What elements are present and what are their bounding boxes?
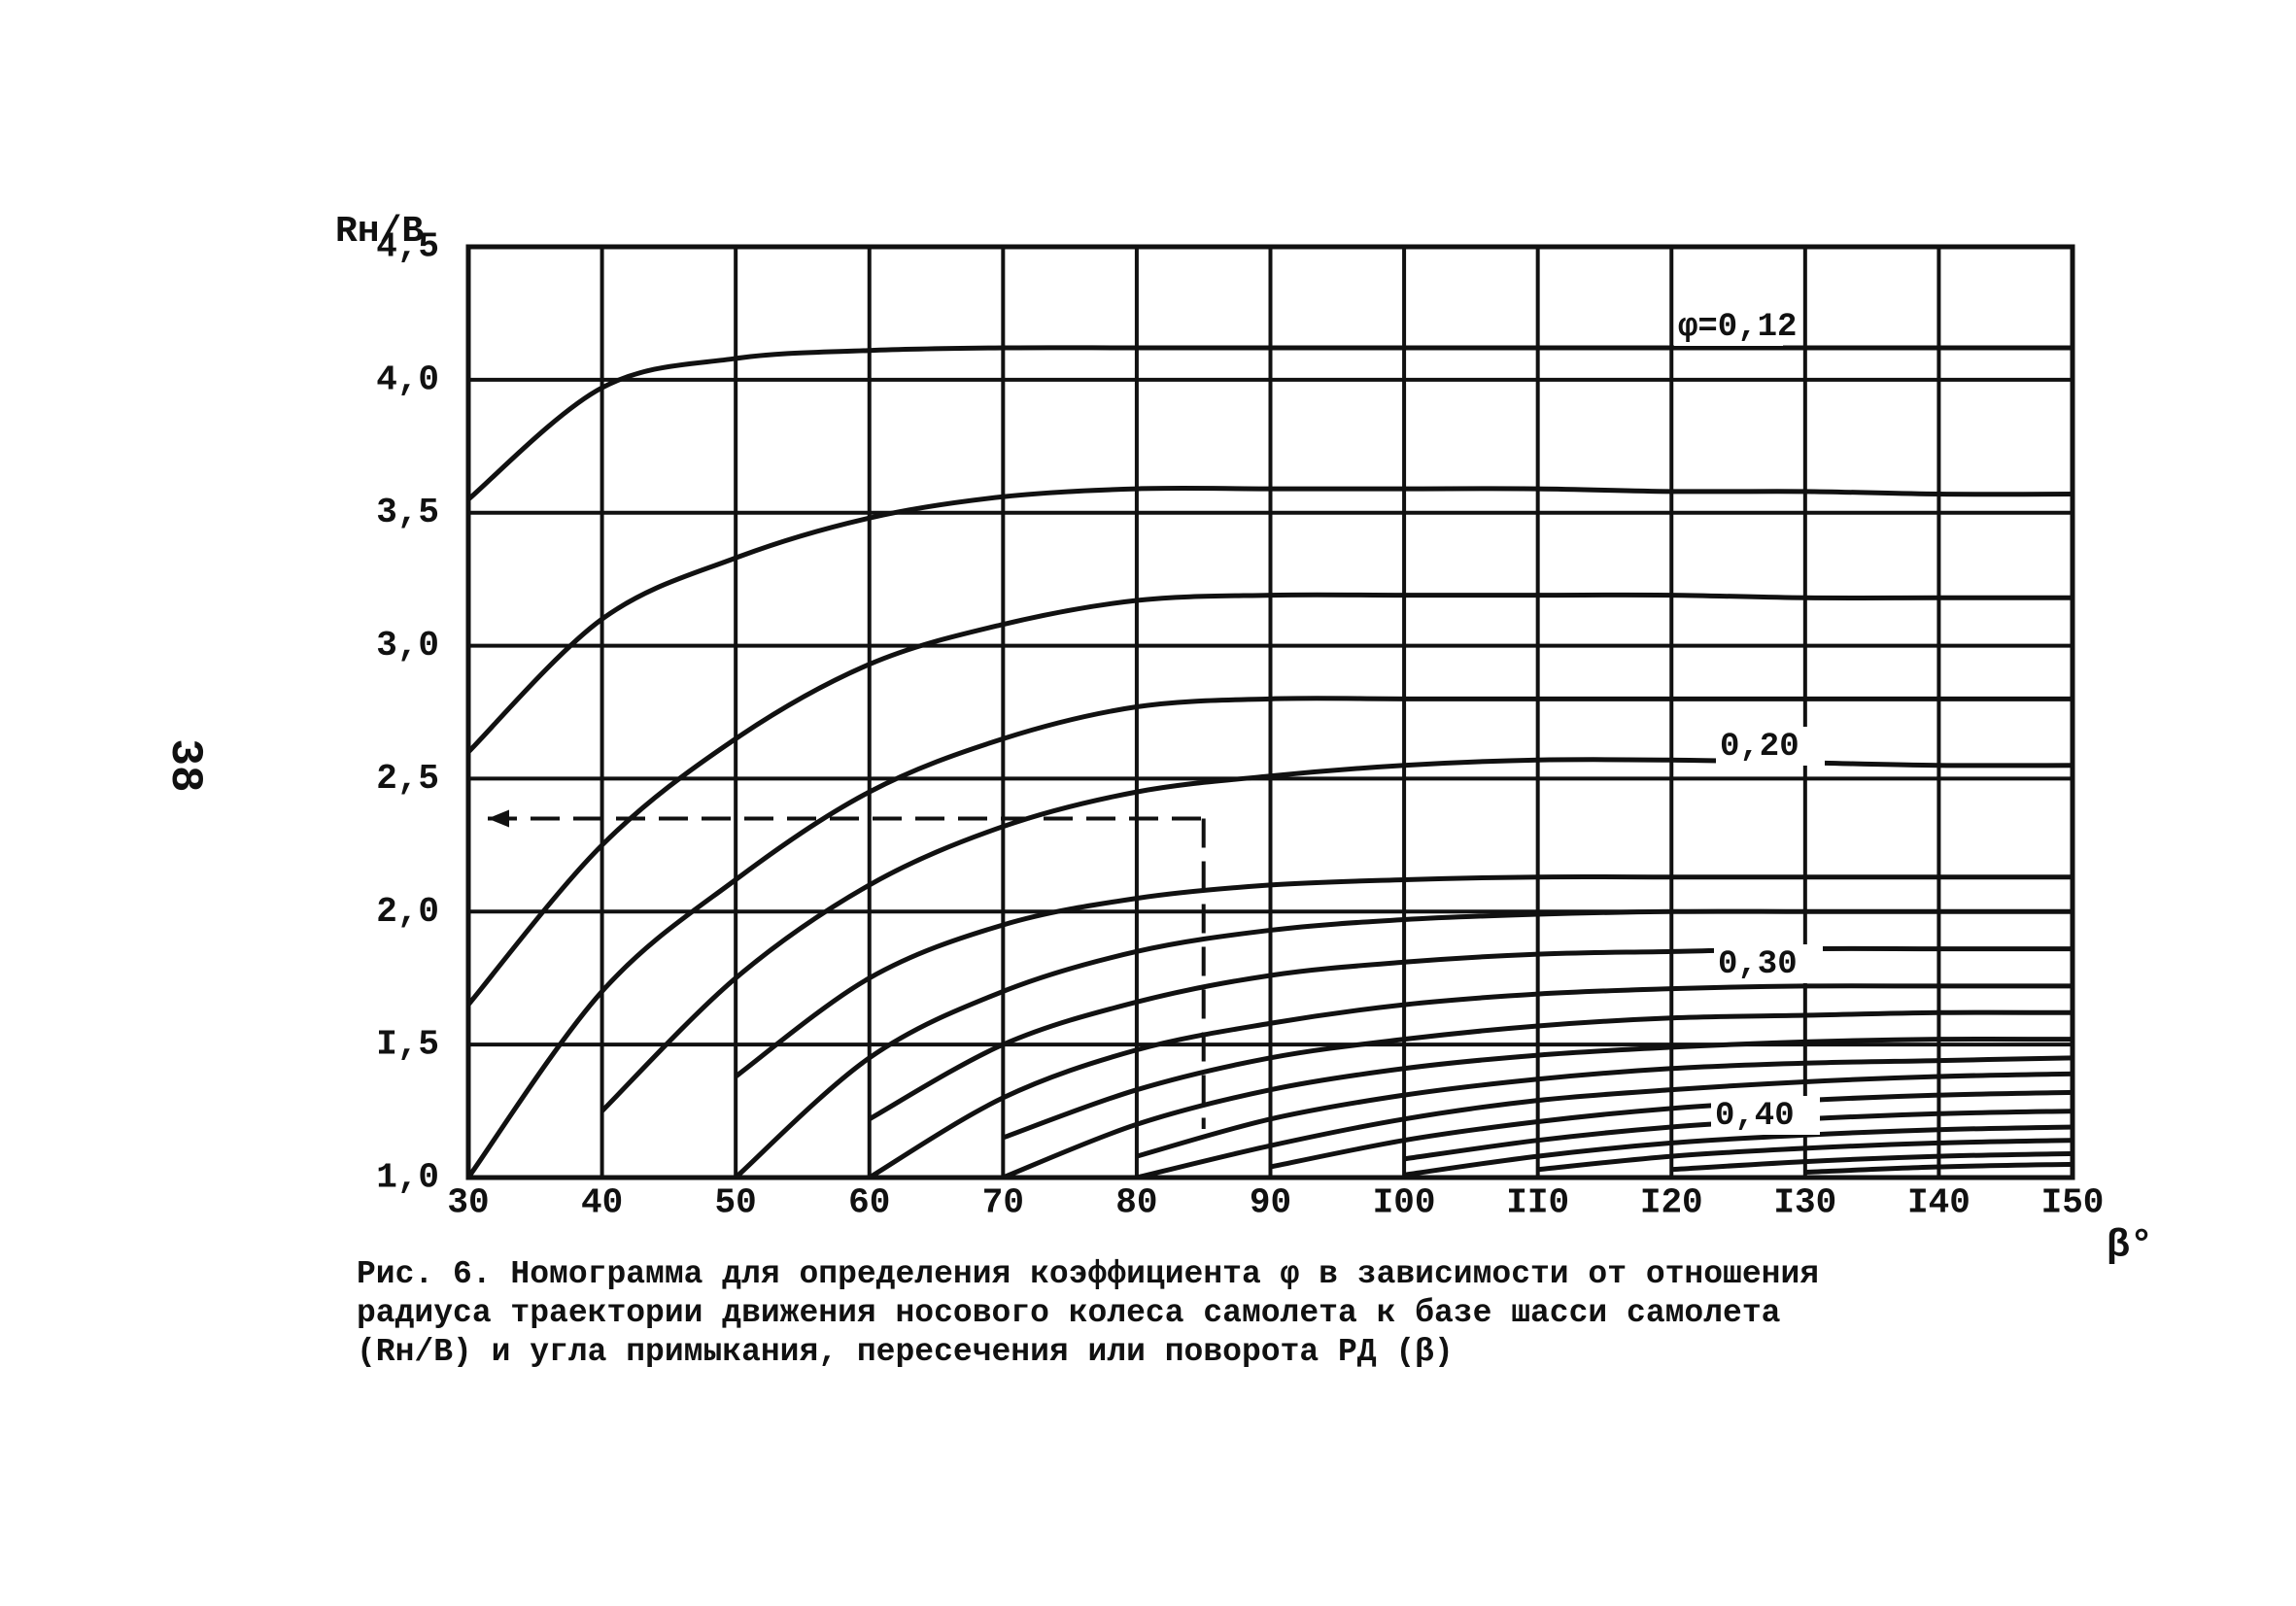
curve <box>466 345 2073 501</box>
x-tick-label: 40 <box>581 1183 623 1223</box>
annotation-bg <box>1714 944 1823 983</box>
curve <box>1537 1138 2073 1173</box>
x-tick-label: I20 <box>1640 1183 1703 1223</box>
caption-line: Рис. 6. Номограмма для определения коэфф… <box>357 1256 1819 1292</box>
x-tick-label: I50 <box>2041 1183 2105 1223</box>
x-tick-label: 80 <box>1115 1183 1157 1223</box>
x-tick-label: 70 <box>982 1183 1024 1223</box>
annotation-bg <box>1711 1096 1820 1135</box>
annotation-bg <box>1674 307 1783 346</box>
curve <box>1136 1071 2073 1180</box>
curve <box>734 908 2073 1179</box>
caption-line: радиуса траектории движения носового кол… <box>357 1295 1780 1331</box>
curve-label: φ=0,12 <box>1678 309 1797 346</box>
curve <box>466 485 2073 754</box>
curve-label: 0,30 <box>1718 946 1798 983</box>
x-tick-label: I40 <box>1907 1183 1970 1223</box>
x-tick-label: II0 <box>1506 1183 1569 1223</box>
x-tick-label: 90 <box>1250 1183 1291 1223</box>
curve <box>1002 1009 2073 1141</box>
curve <box>1804 1161 2073 1176</box>
y-tick-label: 3,5 <box>376 493 439 532</box>
x-tick-label: 50 <box>715 1183 757 1223</box>
curve <box>600 757 2073 1113</box>
y-tick-label: 1,0 <box>376 1158 439 1198</box>
curve <box>1136 1055 2073 1159</box>
y-axis-label: Rн/B <box>335 211 424 253</box>
curve <box>1002 1036 2073 1180</box>
y-tick-label: 4,0 <box>376 359 439 399</box>
y-tick-label: 4,5 <box>376 227 439 267</box>
x-tick-label: 30 <box>447 1183 489 1223</box>
x-tick-label: I00 <box>1373 1183 1436 1223</box>
curve <box>465 696 2073 1179</box>
y-tick-label: 2,0 <box>376 892 439 932</box>
reading-arrow <box>488 809 509 828</box>
y-tick-label: I,5 <box>376 1025 439 1065</box>
curve-label: 0,20 <box>1720 729 1799 766</box>
y-tick-label: 3,0 <box>376 626 439 666</box>
curve <box>1671 1150 2073 1173</box>
x-axis-label: β° <box>2107 1225 2153 1269</box>
curve <box>466 592 2073 1007</box>
curve <box>1403 1124 2073 1178</box>
annotation-bg <box>1716 727 1825 766</box>
curve <box>868 983 2073 1180</box>
curve <box>734 874 2073 1079</box>
caption-line: (Rн/B) и угла примыкания, пересечения ил… <box>357 1334 1454 1370</box>
page-number: 38 <box>159 738 210 792</box>
curve-label: 0,40 <box>1715 1098 1795 1135</box>
x-tick-label: I30 <box>1773 1183 1836 1223</box>
curve <box>1270 1089 2073 1170</box>
plot-frame <box>465 244 2075 1180</box>
y-tick-label: 2,5 <box>376 759 439 799</box>
curve <box>868 945 2073 1121</box>
x-tick-label: 60 <box>848 1183 890 1223</box>
